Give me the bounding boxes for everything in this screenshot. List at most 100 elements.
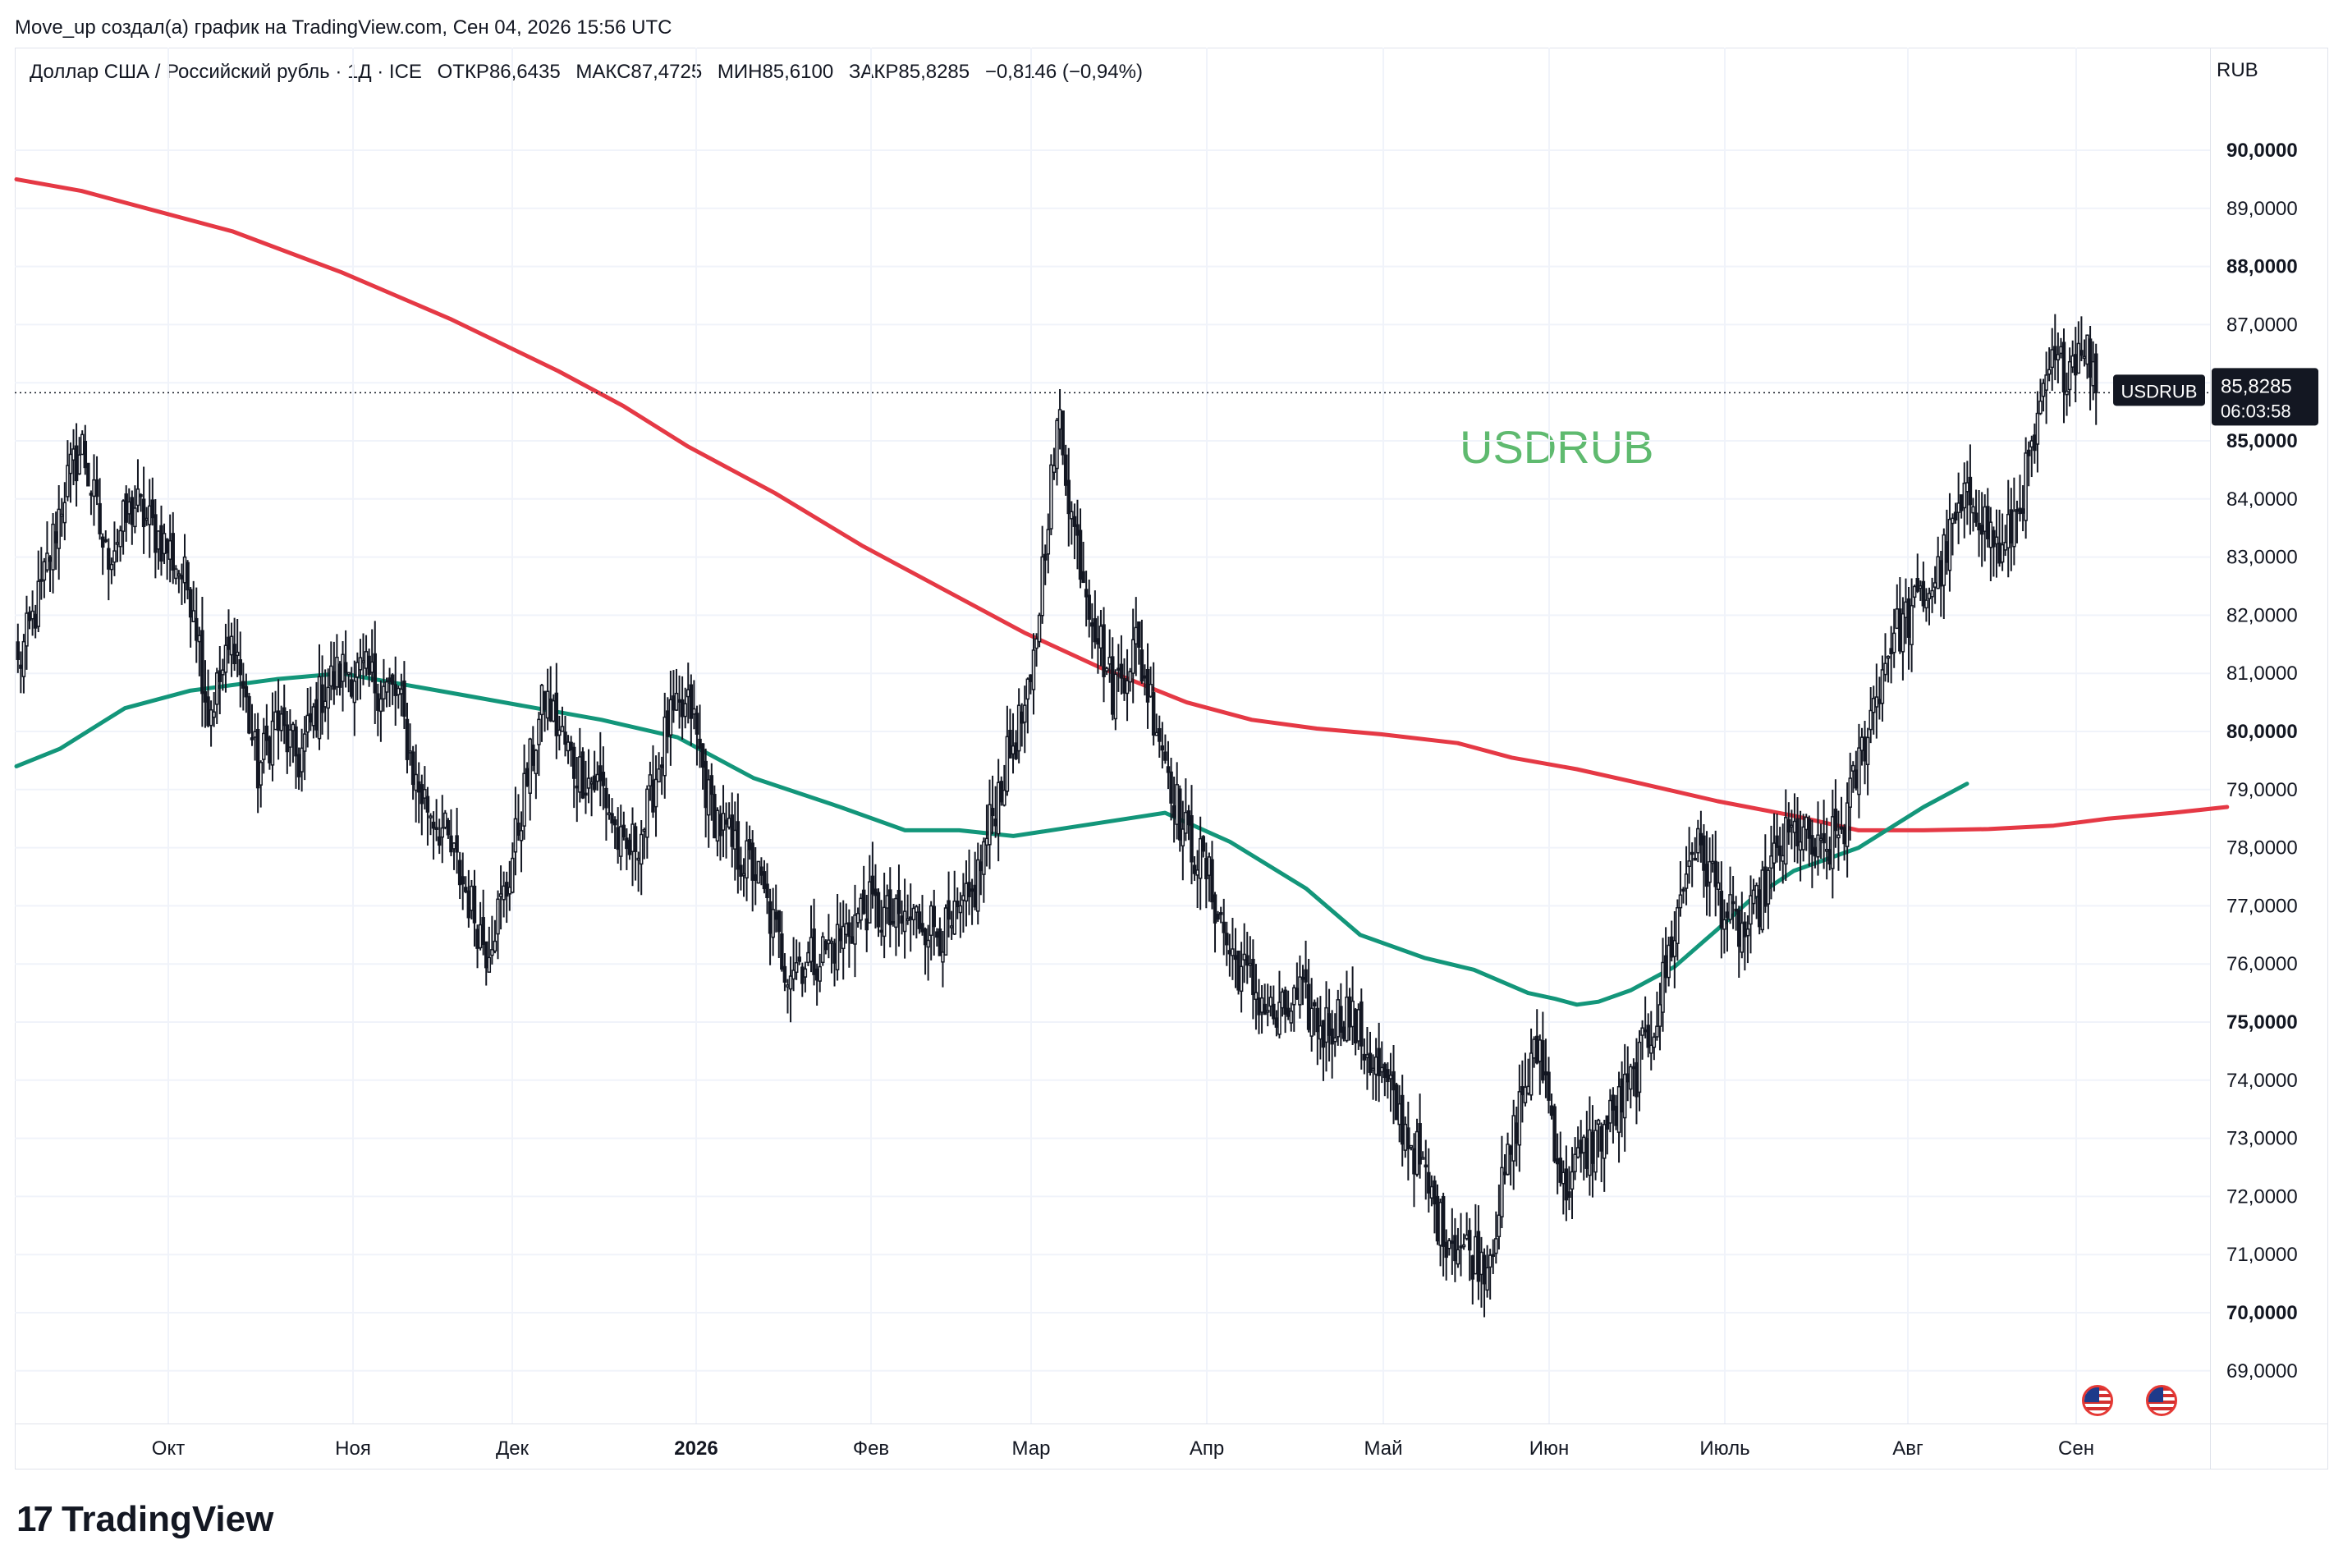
candle-body bbox=[956, 901, 960, 907]
candle-body bbox=[1222, 921, 1226, 933]
candle-body bbox=[103, 539, 108, 543]
candle-body bbox=[1149, 683, 1153, 697]
candle-body bbox=[1871, 697, 1876, 713]
candle-body bbox=[1286, 1007, 1291, 1017]
candle-body bbox=[1661, 961, 1665, 1013]
candle-body bbox=[83, 440, 88, 469]
candle-body bbox=[1330, 1028, 1334, 1045]
candle-body bbox=[1438, 1201, 1442, 1246]
candle-body bbox=[259, 761, 263, 786]
candle-body bbox=[425, 795, 430, 813]
candle-body bbox=[765, 883, 769, 899]
candle-body bbox=[1406, 1127, 1410, 1150]
candle-body bbox=[2026, 449, 2031, 456]
candle-body bbox=[1745, 928, 1750, 937]
candle-body bbox=[1213, 894, 1217, 924]
tradingview-logo[interactable]: 17 TradingView bbox=[16, 1499, 273, 1540]
candle-body bbox=[1588, 1129, 1592, 1176]
candle-body bbox=[1590, 1131, 1595, 1164]
candle-body bbox=[1839, 826, 1844, 830]
us-flag-icon[interactable] bbox=[2082, 1385, 2113, 1416]
candle-body bbox=[1798, 841, 1803, 851]
candle-body bbox=[1031, 649, 1036, 690]
candle-body bbox=[1251, 958, 1255, 996]
ohlc-close-value: 85,8285 bbox=[898, 61, 970, 83]
candle-body bbox=[355, 662, 360, 678]
candle-body bbox=[2070, 355, 2075, 368]
candle-body bbox=[397, 687, 401, 695]
price-scale-label: 85,0000 bbox=[2226, 430, 2298, 452]
candle-body bbox=[1930, 589, 1934, 598]
candle-body bbox=[627, 839, 632, 855]
candle-body bbox=[1702, 835, 1706, 871]
candle-body bbox=[1646, 1025, 1650, 1048]
candle-body bbox=[1359, 1001, 1364, 1047]
candle-body bbox=[730, 814, 734, 847]
candle-body bbox=[309, 713, 313, 723]
candle-body bbox=[1474, 1236, 1478, 1275]
candle-body bbox=[522, 773, 526, 827]
candle-body bbox=[680, 699, 685, 718]
candle-body bbox=[1640, 1027, 1644, 1036]
candle-body bbox=[416, 781, 421, 793]
candle-body bbox=[1324, 1006, 1328, 1043]
candle-body bbox=[1602, 1124, 1607, 1159]
candle-body bbox=[232, 644, 236, 665]
price-scale-label: 88,0000 bbox=[2226, 256, 2298, 278]
candle-body bbox=[86, 462, 90, 487]
currency-badge[interactable]: RUB bbox=[2217, 59, 2258, 81]
candle-body bbox=[531, 744, 535, 766]
candle-body bbox=[68, 453, 73, 475]
candle-body bbox=[548, 698, 553, 722]
candle-body bbox=[633, 826, 638, 852]
candle-body bbox=[733, 829, 737, 850]
candle-body bbox=[782, 965, 787, 983]
candle-body bbox=[423, 789, 427, 799]
candle-body bbox=[1857, 747, 1861, 795]
candle-body bbox=[1163, 751, 1167, 761]
candle-body bbox=[1681, 888, 1685, 892]
candle-body bbox=[928, 905, 933, 937]
candle-body bbox=[2033, 434, 2037, 452]
candle-body bbox=[1859, 736, 1864, 751]
candle-body bbox=[337, 663, 342, 688]
candle-body bbox=[1804, 816, 1809, 831]
price-scale-label: 90,0000 bbox=[2226, 140, 2298, 162]
candle-body bbox=[1072, 516, 1077, 527]
candle-body bbox=[967, 882, 971, 897]
price-scale-label: 87,0000 bbox=[2226, 314, 2298, 336]
candle-body bbox=[513, 818, 518, 853]
candle-body bbox=[1491, 1254, 1495, 1257]
candle-body bbox=[949, 925, 954, 928]
candle-body bbox=[1781, 855, 1785, 862]
candle-body bbox=[1769, 855, 1773, 869]
candle-body bbox=[853, 915, 857, 945]
candle-body bbox=[1280, 991, 1285, 1009]
candle-body bbox=[118, 530, 122, 548]
time-scale-label: Авг bbox=[1892, 1437, 1923, 1460]
us-flag-icon[interactable] bbox=[2146, 1385, 2177, 1416]
candle-body bbox=[60, 513, 64, 517]
candle-body bbox=[384, 681, 389, 693]
candle-body bbox=[2020, 508, 2025, 514]
candle-body bbox=[584, 792, 588, 796]
candle-body bbox=[552, 699, 556, 722]
candle-body bbox=[537, 718, 541, 745]
candle-body bbox=[1040, 556, 1044, 617]
candle-body bbox=[1403, 1123, 1408, 1151]
candle-body bbox=[408, 750, 412, 754]
candle-body bbox=[1751, 889, 1756, 905]
candle-body bbox=[2061, 342, 2066, 393]
candle-body bbox=[1693, 857, 1698, 861]
candle-body bbox=[1620, 1078, 1624, 1113]
candle-body bbox=[349, 679, 354, 697]
candle-body bbox=[478, 924, 483, 949]
candle-body bbox=[77, 454, 81, 475]
candle-body bbox=[543, 690, 547, 710]
candle-body bbox=[1154, 731, 1158, 736]
candle-body bbox=[941, 951, 945, 963]
candle-body bbox=[346, 672, 351, 676]
symbol-title[interactable]: Доллар США / Российский рубль · 1Д · ICE bbox=[30, 61, 422, 83]
candle-body bbox=[94, 479, 99, 497]
